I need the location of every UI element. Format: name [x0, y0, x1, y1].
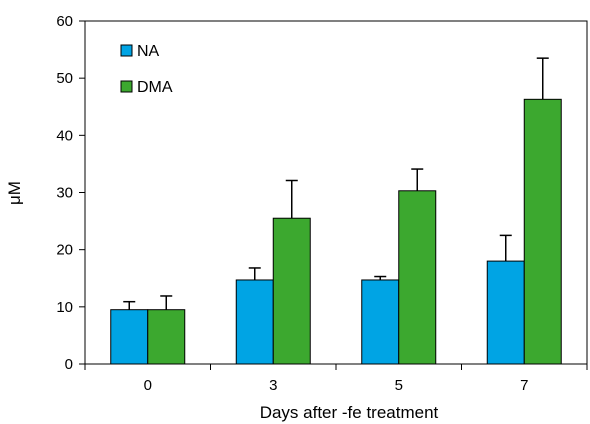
legend-swatch-na [120, 44, 133, 57]
y-tick-label: 60 [56, 13, 73, 30]
bar-dma-7 [523, 98, 562, 365]
y-tick-label: 10 [56, 299, 73, 316]
bar-dma-5 [398, 190, 437, 365]
error-bars-layer [123, 57, 549, 310]
x-axis-title: Days after -fe treatment [260, 403, 439, 422]
bar-dma-0 [147, 309, 186, 365]
y-tick-label: 40 [56, 127, 73, 144]
y-tick-label: 20 [56, 242, 73, 259]
bar-na-3 [235, 279, 274, 365]
bar-na-7 [486, 260, 525, 365]
bar-dma-3 [272, 217, 311, 365]
legend-label-na: NA [137, 43, 160, 60]
x-tick-label: 3 [269, 377, 277, 394]
x-tick-label: 7 [520, 377, 528, 394]
legend: NA DMA [120, 43, 173, 96]
bars-layer [110, 98, 562, 365]
x-axis: 0 3 5 7 [84, 364, 588, 394]
y-tick-label: 0 [65, 356, 73, 373]
y-axis-title: μM [5, 181, 24, 205]
bar-na-0 [110, 309, 149, 365]
x-tick-label: 0 [144, 377, 152, 394]
x-tick-label: 5 [395, 377, 403, 394]
bar-na-5 [361, 279, 400, 365]
y-axis: 0 10 20 30 40 50 60 [56, 13, 85, 373]
y-tick-label: 30 [56, 185, 73, 202]
y-tick-label: 50 [56, 70, 73, 87]
legend-label-dma: DMA [137, 79, 173, 96]
legend-swatch-dma [120, 80, 133, 93]
